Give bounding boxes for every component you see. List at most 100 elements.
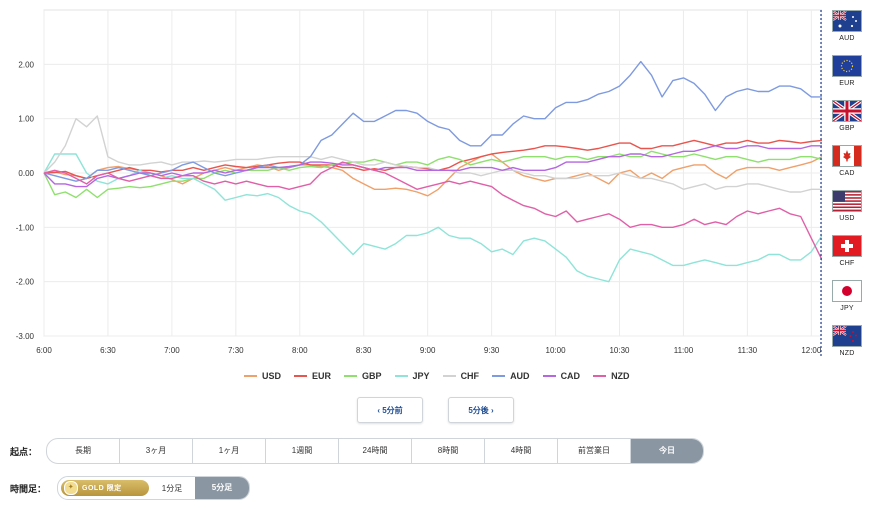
x-tick-label: 10:30 [609, 346, 630, 355]
us-flag-icon [832, 190, 862, 212]
start-option-24-hours[interactable]: 24時間 [338, 439, 411, 463]
legend-label: EUR [312, 371, 332, 381]
x-tick-label: 12:00 [801, 346, 822, 355]
gold-only-text: GOLD 限定 [82, 485, 122, 492]
start-option-long-term[interactable]: 長期 [75, 446, 91, 455]
legend-swatch [492, 375, 506, 377]
timeframe-label: 時間足： [10, 484, 47, 494]
legend-label: NZD [611, 371, 630, 381]
y-tick-label: 1.00 [18, 115, 34, 124]
y-tick-label: 0.00 [18, 169, 34, 178]
legend-swatch [344, 375, 358, 377]
flag-eur[interactable]: EUR [832, 55, 862, 99]
legend-item-chf[interactable]: CHF [442, 369, 480, 383]
start-option-8-hours[interactable]: 8時間 [411, 439, 484, 463]
y-axis-ticks: 2.00 1.00 0.00 -1.00 -2.00 -3.00 [16, 60, 35, 341]
next-5min-button[interactable]: 5分後 › [448, 397, 514, 423]
flag-chf[interactable]: CHF [832, 235, 862, 279]
series-line-chf [43, 115, 822, 193]
x-tick-label: 6:30 [100, 346, 116, 355]
timeframe-option-5min[interactable]: 5分足 [195, 477, 249, 499]
chart-gridlines [43, 9, 822, 337]
legend-label: CAD [560, 371, 581, 381]
flag-usd[interactable]: USD [832, 190, 862, 234]
start-option-1-month[interactable]: 1ヶ月 [192, 439, 265, 463]
gold-coin-icon: ✦ [64, 481, 78, 495]
x-tick-label: 11:00 [674, 346, 694, 355]
timeframe-selector: ✦ GOLD 限定 1分足 5分足 [57, 476, 250, 500]
eu-flag-icon [832, 55, 862, 77]
flag-gbp[interactable]: GBP [832, 100, 862, 144]
chart-legend: USD EUR GBP JPY CHF AUD CAD NZD [244, 369, 643, 383]
y-tick-label: 2.00 [18, 60, 34, 69]
swiss-flag-icon [832, 235, 862, 257]
legend-item-aud[interactable]: AUD [492, 369, 530, 383]
legend-item-cad[interactable]: CAD [542, 369, 581, 383]
flag-label: USD [839, 215, 855, 222]
start-option-prev-business-day[interactable]: 前営業日 [557, 439, 630, 463]
y-tick-label: -1.00 [16, 223, 35, 232]
uk-flag-icon [832, 100, 862, 122]
start-point-selector: 長期 3ヶ月 1ヶ月 1週間 24時間 8時間 4時間 前営業日 今日 [46, 438, 704, 464]
legend-swatch [442, 375, 456, 377]
x-tick-label: 9:30 [484, 346, 500, 355]
start-option-3-months[interactable]: 3ヶ月 [119, 439, 192, 463]
y-tick-label: -3.00 [16, 332, 35, 341]
flag-aud[interactable]: AUD [832, 10, 862, 54]
legend-label: JPY [412, 371, 430, 381]
prev-5min-button[interactable]: ‹ 5分前 [357, 397, 423, 423]
x-tick-label: 8:00 [292, 346, 308, 355]
legend-swatch [542, 375, 556, 377]
series-line-gbp [43, 150, 822, 199]
chart-series-lines [43, 60, 822, 283]
series-line-eur [43, 139, 822, 180]
legend-item-usd[interactable]: USD [244, 369, 281, 383]
series-line-cad [43, 145, 822, 188]
flag-jpy[interactable]: JPY [832, 280, 862, 324]
flag-label: EUR [839, 80, 855, 87]
timeframe-option-1min[interactable]: 1分足 [161, 483, 183, 493]
flag-label: GBP [839, 125, 855, 132]
legend-label: AUD [510, 371, 530, 381]
x-tick-label: 9:00 [420, 346, 436, 355]
nz-flag-icon [832, 325, 862, 347]
start-option-today[interactable]: 今日 [630, 439, 703, 463]
x-tick-label: 6:00 [36, 346, 52, 355]
legend-item-jpy[interactable]: JPY [394, 369, 430, 383]
legend-swatch [244, 375, 257, 377]
flag-label: CAD [839, 170, 855, 177]
x-tick-label: 11:30 [738, 346, 758, 355]
legend-swatch [593, 375, 607, 377]
x-tick-label: 8:30 [356, 346, 372, 355]
australia-flag-icon [832, 10, 862, 32]
legend-item-eur[interactable]: EUR [294, 369, 331, 383]
gold-only-badge: ✦ GOLD 限定 [61, 480, 149, 496]
currency-flag-column: AUD EUR GBP CAD USD CHF JPY [822, 10, 874, 362]
flag-label: CHF [839, 260, 855, 267]
start-option-1-week[interactable]: 1週間 [265, 439, 338, 463]
legend-swatch [394, 375, 408, 377]
series-line-jpy [43, 153, 822, 283]
canada-flag-icon [832, 145, 862, 167]
legend-item-gbp[interactable]: GBP [344, 369, 382, 383]
x-tick-label: 7:30 [228, 346, 244, 355]
currency-strength-chart: 2.00 1.00 0.00 -1.00 -2.00 -3.00 6:00 6:30 7:00… [16, 9, 822, 358]
legend-label: CHF [460, 371, 480, 381]
legend-item-nzd[interactable]: NZD [593, 369, 630, 383]
legend-swatch [294, 375, 308, 377]
start-point-label: 起点： [10, 447, 38, 457]
flag-nzd[interactable]: NZD [832, 325, 862, 369]
y-tick-label: -2.00 [16, 278, 35, 287]
start-option-4-hours[interactable]: 4時間 [484, 439, 557, 463]
series-line-aud [43, 60, 822, 182]
x-tick-label: 10:00 [546, 346, 567, 355]
x-tick-label: 7:00 [164, 346, 180, 355]
japan-flag-icon [832, 280, 862, 302]
flag-label: NZD [839, 350, 855, 357]
flag-cad[interactable]: CAD [832, 145, 862, 189]
legend-label: USD [262, 371, 282, 381]
legend-label: GBP [362, 371, 382, 381]
series-line-nzd [43, 161, 822, 262]
flag-label: JPY [840, 305, 854, 312]
x-axis-ticks: 6:00 6:30 7:00 7:30 8:00 8:30 9:00 9:30 10:00 10:… [36, 346, 822, 355]
